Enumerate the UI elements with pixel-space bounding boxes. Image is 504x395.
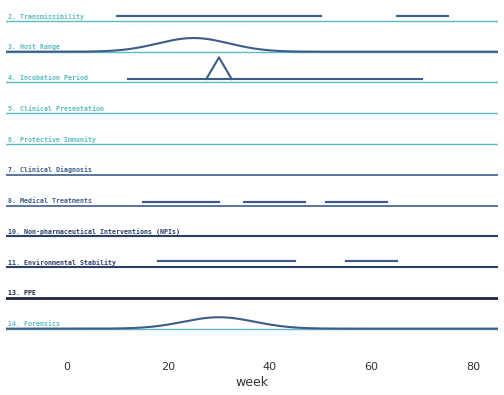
Text: 13. PPE: 13. PPE	[8, 290, 36, 297]
Text: 6. Protective Immunity: 6. Protective Immunity	[8, 136, 96, 143]
Text: 14. Forensics: 14. Forensics	[8, 321, 60, 327]
Text: 2. Transmissibility: 2. Transmissibility	[8, 13, 84, 20]
Text: 8. Medical Treatments: 8. Medical Treatments	[8, 198, 92, 204]
Text: 3. Host Range: 3. Host Range	[8, 44, 60, 50]
Text: 5. Clinical Presentation: 5. Clinical Presentation	[8, 106, 104, 112]
Text: 10. Non-pharmaceutical Interventions (NPIs): 10. Non-pharmaceutical Interventions (NP…	[8, 228, 180, 235]
X-axis label: week: week	[235, 376, 269, 389]
Text: 7. Clinical Diagnosis: 7. Clinical Diagnosis	[8, 167, 92, 173]
Text: 4. Incubation Period: 4. Incubation Period	[8, 75, 88, 81]
Text: 11. Environmental Stability: 11. Environmental Stability	[8, 259, 116, 266]
